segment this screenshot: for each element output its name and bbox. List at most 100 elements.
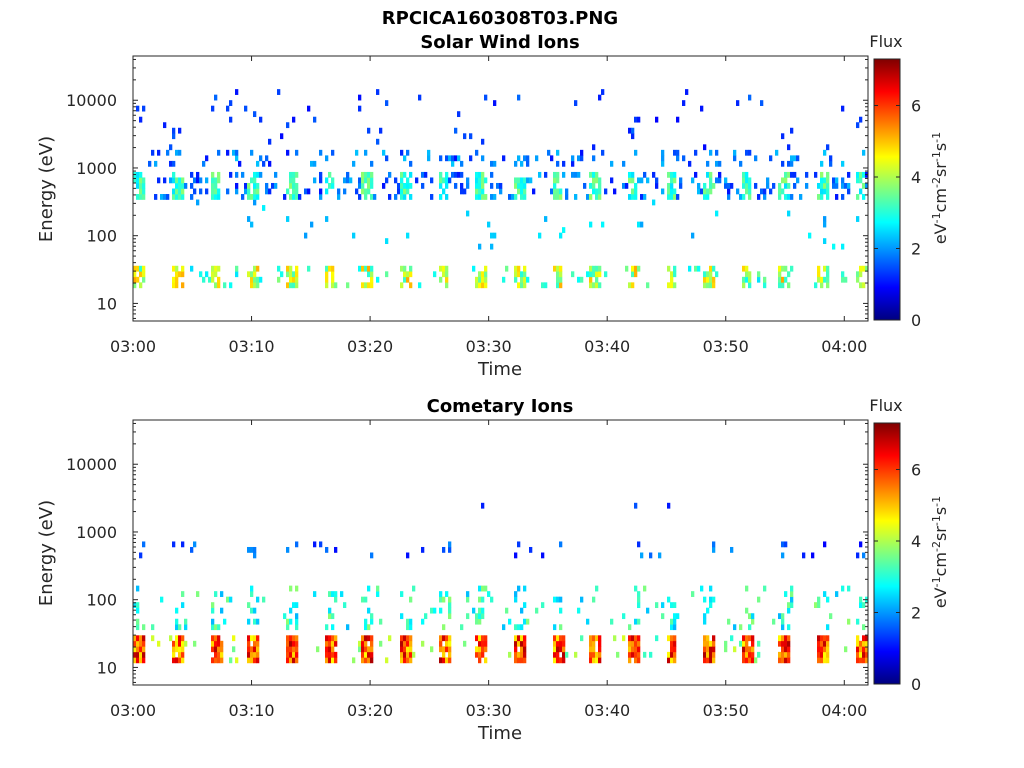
heatmap-cell bbox=[592, 646, 596, 653]
heatmap-cell bbox=[637, 657, 641, 664]
heatmap-cell bbox=[421, 182, 425, 189]
heatmap-cell bbox=[325, 646, 329, 653]
heatmap-cell bbox=[316, 646, 320, 653]
heatmap-cell bbox=[484, 265, 488, 272]
heatmap-cell bbox=[424, 171, 428, 178]
heatmap-cell bbox=[211, 640, 215, 647]
heatmap-cell bbox=[361, 635, 365, 642]
heatmap-cell bbox=[748, 635, 752, 642]
heatmap-cell bbox=[478, 182, 482, 189]
heatmap-cell bbox=[595, 282, 599, 289]
heatmap-cell bbox=[292, 282, 296, 289]
heatmap-cell bbox=[244, 182, 248, 189]
heatmap-cell bbox=[661, 149, 665, 156]
heatmap-cell bbox=[859, 646, 863, 653]
heatmap-cell bbox=[745, 607, 749, 614]
heatmap-cell bbox=[751, 651, 755, 658]
heatmap-cell bbox=[595, 276, 599, 283]
heatmap-cell bbox=[325, 657, 329, 664]
heatmap-cell bbox=[820, 182, 824, 189]
heatmap-cell bbox=[403, 182, 407, 189]
heatmap-cell bbox=[595, 171, 599, 178]
heatmap-cell bbox=[439, 640, 443, 647]
heatmap-cell bbox=[331, 657, 335, 664]
heatmap-cell bbox=[364, 657, 368, 664]
heatmap-cell bbox=[355, 149, 359, 156]
heatmap-cell bbox=[589, 194, 593, 200]
x-tick-label: 03:00 bbox=[110, 337, 156, 356]
heatmap-cell bbox=[559, 276, 563, 283]
heatmap-cell bbox=[829, 613, 833, 620]
heatmap-cell bbox=[481, 276, 485, 283]
heatmap-cell bbox=[826, 657, 830, 664]
heatmap-cell bbox=[211, 646, 215, 653]
heatmap-cell bbox=[178, 657, 182, 664]
heatmap-cell bbox=[289, 651, 293, 658]
solar-wind-spectrogram-cells bbox=[133, 89, 869, 289]
heatmap-cell bbox=[523, 646, 527, 653]
heatmap-cell bbox=[634, 182, 638, 189]
heatmap-cell bbox=[475, 171, 479, 178]
heatmap-cell bbox=[595, 177, 599, 184]
heatmap-cell bbox=[409, 618, 413, 625]
heatmap-cell bbox=[592, 155, 596, 162]
heatmap-cell bbox=[253, 657, 257, 664]
heatmap-cell bbox=[286, 624, 290, 631]
heatmap-cell bbox=[655, 602, 659, 609]
heatmap-cell bbox=[442, 657, 446, 664]
heatmap-cell bbox=[286, 546, 290, 553]
heatmap-cell bbox=[193, 188, 197, 195]
heatmap-cell bbox=[637, 618, 641, 625]
heatmap-cell bbox=[292, 177, 296, 184]
heatmap-cell bbox=[520, 635, 524, 642]
heatmap-cell bbox=[361, 182, 365, 189]
heatmap-cell bbox=[400, 282, 404, 289]
heatmap-cell bbox=[556, 160, 560, 167]
heatmap-cell bbox=[445, 155, 449, 162]
heatmap-cell bbox=[154, 160, 158, 167]
heatmap-cell bbox=[397, 188, 401, 195]
x-tick-label: 03:40 bbox=[584, 337, 630, 356]
heatmap-cell bbox=[757, 651, 761, 658]
heatmap-cell bbox=[454, 155, 458, 162]
colorbar-tick-label: 6 bbox=[911, 460, 921, 479]
heatmap-cell bbox=[844, 276, 848, 283]
heatmap-cell bbox=[307, 265, 311, 272]
heatmap-cell bbox=[823, 651, 827, 658]
heatmap-cell bbox=[403, 171, 407, 178]
heatmap-cell bbox=[475, 646, 479, 653]
heatmap-cell bbox=[175, 640, 179, 647]
heatmap-cell bbox=[295, 585, 299, 592]
heatmap-cell bbox=[139, 635, 143, 642]
heatmap-cell bbox=[709, 640, 713, 647]
heatmap-cell bbox=[562, 160, 566, 167]
heatmap-cell bbox=[214, 182, 218, 189]
heatmap-cell bbox=[826, 265, 830, 272]
heatmap-cell bbox=[448, 635, 452, 642]
heatmap-cell bbox=[142, 635, 146, 642]
heatmap-cell bbox=[178, 188, 182, 195]
heatmap-cell bbox=[217, 646, 221, 653]
heatmap-cell bbox=[655, 177, 659, 184]
heatmap-cell bbox=[784, 182, 788, 189]
heatmap-cell bbox=[229, 657, 233, 664]
heatmap-cell bbox=[442, 635, 446, 642]
heatmap-cell bbox=[256, 265, 260, 272]
heatmap-cell bbox=[523, 188, 527, 195]
heatmap-cell bbox=[628, 177, 632, 184]
heatmap-cell bbox=[541, 282, 545, 289]
heatmap-cell bbox=[334, 657, 338, 664]
heatmap-cell bbox=[817, 651, 821, 658]
heatmap-cell bbox=[727, 188, 731, 195]
heatmap-cell bbox=[703, 657, 707, 664]
heatmap-cell bbox=[223, 282, 227, 289]
heatmap-cell bbox=[133, 640, 137, 647]
heatmap-cell bbox=[595, 585, 599, 592]
heatmap-cell bbox=[379, 127, 383, 134]
heatmap-cell bbox=[856, 171, 860, 178]
heatmap-cell bbox=[790, 171, 794, 178]
heatmap-cell bbox=[277, 265, 281, 272]
heatmap-cell bbox=[667, 194, 671, 200]
heatmap-cell bbox=[595, 635, 599, 642]
